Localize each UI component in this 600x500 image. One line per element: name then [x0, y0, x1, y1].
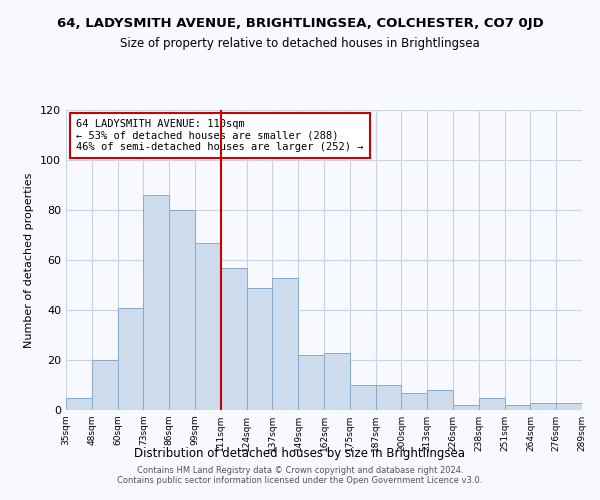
Text: Distribution of detached houses by size in Brightlingsea: Distribution of detached houses by size …	[134, 448, 466, 460]
Bar	[221, 268, 247, 410]
Bar	[169, 210, 195, 410]
Bar	[298, 355, 324, 410]
Text: 64 LADYSMITH AVENUE: 110sqm
← 53% of detached houses are smaller (288)
46% of se: 64 LADYSMITH AVENUE: 110sqm ← 53% of det…	[76, 119, 364, 152]
Bar	[143, 195, 169, 410]
Bar	[556, 402, 582, 410]
Bar	[427, 390, 453, 410]
Bar	[350, 385, 376, 410]
Bar	[453, 405, 479, 410]
Bar	[195, 242, 221, 410]
Bar	[530, 402, 556, 410]
Bar	[92, 360, 118, 410]
Text: 64, LADYSMITH AVENUE, BRIGHTLINGSEA, COLCHESTER, CO7 0JD: 64, LADYSMITH AVENUE, BRIGHTLINGSEA, COL…	[56, 18, 544, 30]
Bar	[401, 392, 427, 410]
Bar	[66, 398, 92, 410]
Text: Contains HM Land Registry data © Crown copyright and database right 2024.
Contai: Contains HM Land Registry data © Crown c…	[118, 466, 482, 485]
Bar	[324, 352, 350, 410]
Bar	[272, 278, 298, 410]
Bar	[118, 308, 143, 410]
Bar	[247, 288, 272, 410]
Y-axis label: Number of detached properties: Number of detached properties	[25, 172, 34, 348]
Text: Size of property relative to detached houses in Brightlingsea: Size of property relative to detached ho…	[120, 38, 480, 51]
Bar	[479, 398, 505, 410]
Bar	[376, 385, 401, 410]
Bar	[505, 405, 530, 410]
